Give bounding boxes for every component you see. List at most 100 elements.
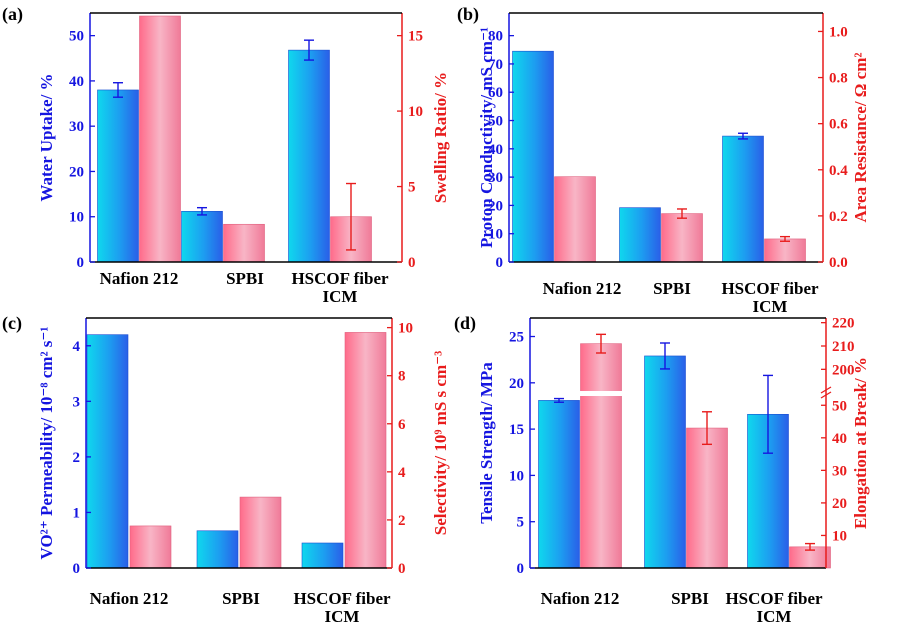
panel-label: (c) — [2, 313, 22, 334]
left-tick-label: 20 — [488, 198, 503, 214]
chart-panel-c: 0 1 2 3 4 0 2 4 6 8 10 (c) Nafion 212 SPBI HSCOF fiber… — [2, 313, 450, 625]
left-tick-label: 10 — [509, 468, 524, 484]
chart-panel-a: 0 10 20 30 40 50 0 5 10 15 (a) Nafion 212 SPBI HSCOF … — [2, 4, 450, 306]
left-tick-label: 40 — [69, 74, 84, 90]
bar-right-0 — [580, 343, 622, 569]
right-tick-label: 210 — [832, 339, 855, 355]
category-label: SPBI — [222, 589, 260, 608]
right-tick-label: 50 — [832, 398, 847, 414]
right-tick-label: 0.4 — [829, 163, 848, 179]
bar-left-0 — [86, 334, 129, 569]
category-label: SPBI — [226, 269, 264, 288]
left-tick-label: 30 — [488, 170, 503, 186]
bar-left-2 — [301, 542, 344, 569]
category-label: ICM — [323, 287, 358, 306]
bar-right-1 — [239, 496, 282, 569]
bar-left-2 — [722, 135, 764, 263]
panel-label: (d) — [454, 313, 476, 334]
right-tick-label: 30 — [832, 463, 847, 479]
right-tick-label: 0.6 — [829, 117, 848, 133]
left-tick-label: 50 — [69, 29, 84, 45]
right-tick-label: 2 — [398, 513, 406, 529]
right-tick-label: 40 — [832, 431, 847, 447]
category-label: ICM — [757, 607, 792, 625]
right-tick-label: 0 — [408, 255, 416, 271]
panel-label: (b) — [457, 4, 479, 25]
left-tick-label: 50 — [488, 114, 503, 130]
left-axis-title: VO²⁺ Permeability/ 10⁻⁸ cm² s⁻¹ — [37, 327, 56, 560]
right-axis-title: Selectivity/ 10⁹ mS s cm⁻³ — [431, 351, 450, 535]
bar-right-1 — [223, 223, 265, 263]
chart-panel-b: 0 10 20 30 40 50 60 70 80 0.0 0.2 0.4 0.6 0.8 1.0 (b) Na… — [457, 4, 870, 316]
category-label: HSCOF fiber — [293, 589, 391, 608]
left-tick-label: 60 — [488, 85, 503, 101]
right-tick-label: 0.0 — [829, 255, 848, 271]
left-tick-label: 2 — [73, 450, 81, 466]
right-tick-label: 10 — [832, 528, 847, 544]
right-axis-title: Swelling Ratio/ % — [431, 72, 450, 203]
right-tick-label: 15 — [408, 29, 423, 45]
left-tick-label: 30 — [69, 119, 84, 135]
left-tick-label: 0 — [517, 561, 525, 577]
bar-right-1 — [661, 213, 703, 263]
category-label: SPBI — [671, 589, 709, 608]
bar-right-2 — [764, 238, 806, 263]
left-axis-title: Water Uptake/ % — [37, 73, 56, 201]
bar-left-0 — [97, 89, 139, 263]
right-tick-label: 4 — [398, 465, 406, 481]
right-tick-label: 1.0 — [829, 24, 848, 40]
right-tick-label: 10 — [398, 321, 413, 337]
bar-left-1 — [644, 355, 686, 569]
axis-break-mark — [820, 391, 832, 399]
left-tick-label: 0 — [496, 255, 504, 271]
bar-left-0 — [512, 50, 554, 263]
category-label: HSCOF fiber — [721, 279, 819, 298]
category-label: HSCOF fiber — [725, 589, 823, 608]
left-tick-label: 3 — [73, 394, 81, 410]
axis-break-gap — [578, 391, 624, 396]
bar-left-1 — [181, 210, 223, 263]
axis-break-mark — [820, 386, 832, 394]
category-label: ICM — [753, 297, 788, 316]
left-axis-title: Proton Conductivity/ mS cm⁻¹ — [477, 27, 496, 248]
right-tick-label: 10 — [408, 104, 423, 120]
bar-right-0 — [554, 176, 596, 263]
bar-left-1 — [619, 207, 661, 263]
panel-label: (a) — [2, 4, 23, 25]
right-tick-label: 200 — [832, 362, 855, 378]
category-label: ICM — [325, 607, 360, 625]
left-tick-label: 0 — [73, 561, 81, 577]
chart-panel-d: 0 5 10 15 20 25 10 20 30 40 50 200 210 220 (d) Nafion 2… — [454, 313, 870, 625]
left-tick-label: 15 — [509, 422, 524, 438]
left-tick-label: 1 — [73, 505, 81, 521]
category-label: Nafion 212 — [541, 589, 620, 608]
left-tick-label: 10 — [488, 227, 503, 243]
bar-left-1 — [196, 530, 239, 569]
left-tick-label: 80 — [488, 29, 503, 45]
right-tick-label: 0.2 — [829, 209, 848, 225]
bar-left-2 — [288, 49, 330, 263]
category-label: HSCOF fiber — [291, 269, 389, 288]
right-tick-label: 220 — [832, 316, 855, 332]
left-axis-title: Tensile Strength/ MPa — [477, 362, 496, 524]
category-label: Nafion 212 — [543, 279, 622, 298]
bar-left-0 — [538, 400, 580, 569]
right-tick-label: 8 — [398, 369, 406, 385]
left-tick-label: 20 — [509, 376, 524, 392]
right-tick-label: 0.8 — [829, 71, 848, 87]
left-tick-label: 70 — [488, 57, 503, 73]
left-tick-label: 0 — [77, 255, 85, 271]
left-tick-label: 4 — [73, 339, 81, 355]
right-tick-label: 6 — [398, 417, 406, 433]
left-tick-label: 10 — [69, 210, 84, 226]
bar-right-0 — [139, 15, 181, 263]
right-tick-label: 5 — [408, 180, 416, 196]
category-label: Nafion 212 — [90, 589, 169, 608]
right-axis-title: Area Resistance/ Ω cm² — [851, 53, 870, 223]
right-tick-label: 20 — [832, 496, 847, 512]
category-label: Nafion 212 — [100, 269, 179, 288]
left-tick-label: 5 — [517, 515, 525, 531]
bar-right-0 — [129, 525, 172, 569]
category-label: SPBI — [653, 279, 691, 298]
